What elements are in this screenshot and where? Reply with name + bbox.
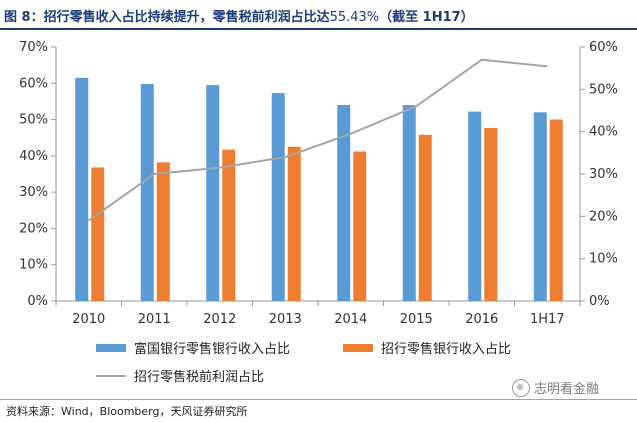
bar-wells-fargo-2016 <box>468 111 482 302</box>
y-left-tick-label: 40% <box>19 149 48 164</box>
chart-title-tail: （截至 1H17） <box>379 10 474 25</box>
bar-cmb-2010 <box>91 167 105 301</box>
y-right-tick-label: 10% <box>589 252 618 267</box>
x-tick-label: 2013 <box>269 312 302 327</box>
legend-label-cmb-profit: 招行零售税前利润占比 <box>134 369 264 385</box>
bar-wells-fargo-2014 <box>337 105 351 301</box>
y-left-tick-label: 0% <box>27 294 48 309</box>
legend-swatch-wells-fargo <box>96 344 126 352</box>
bar-cmb-2015 <box>418 134 432 301</box>
watermark-text: 志明看金融 <box>534 382 600 397</box>
title-divider <box>0 28 637 30</box>
y-right-tick-label: 60% <box>589 40 618 55</box>
bar-cmb-2012 <box>222 149 236 301</box>
bar-wells-fargo-2012 <box>206 85 220 301</box>
y-right-tick-label: 30% <box>589 167 618 182</box>
x-tick-label: 1H17 <box>530 312 565 327</box>
x-tick-label: 2011 <box>138 312 171 327</box>
watermark: 志明看金融 <box>512 378 599 397</box>
source-note: 资料来源：Wind，Bloomberg，天风证券研究所 <box>6 405 248 418</box>
wechat-icon <box>512 378 530 397</box>
y-right-tick-label: 0% <box>589 294 610 309</box>
bar-wells-fargo-2011 <box>140 84 154 301</box>
line-series-cmb-pretax-profit <box>88 58 548 222</box>
chart-title-percentage: 55.43% <box>329 10 380 25</box>
bar-cmb-2014 <box>353 151 367 301</box>
chart-title-main: 图 8：招行零售收入占比持续提升，零售税前利润占比达 <box>4 10 330 25</box>
y-right-tick-label: 40% <box>589 125 618 140</box>
x-tick-label: 2016 <box>465 312 498 327</box>
y-left-tick-label: 30% <box>19 185 48 200</box>
bar-wells-fargo-2015 <box>402 105 416 301</box>
bar-cmb-1H17 <box>549 119 563 301</box>
bar-cmb-2013 <box>287 146 301 301</box>
y-left-tick-label: 60% <box>19 76 48 91</box>
bar-wells-fargo-1H17 <box>533 112 547 301</box>
x-tick-label: 2015 <box>400 312 433 327</box>
footer-divider <box>0 399 637 400</box>
y-left-tick-label: 50% <box>19 113 48 128</box>
chart-title: 图 8：招行零售收入占比持续提升，零售税前利润占比达55.43%（截至 1H17… <box>4 6 474 25</box>
x-tick-label: 2014 <box>334 312 367 327</box>
y-right-tick-label: 50% <box>589 82 618 97</box>
bar-wells-fargo-2013 <box>271 93 285 301</box>
bar-cmb-2016 <box>484 127 498 301</box>
x-tick-label: 2012 <box>203 312 236 327</box>
bar-cmb-2011 <box>156 162 170 301</box>
y-left-tick-label: 10% <box>19 258 48 273</box>
combo-chart: 0% 10% 20% 30% 40% 50% 60% 70% 0% 10% 20% 30% 40% 50%… <box>19 40 618 385</box>
legend-label-wells-fargo: 富国银行零售银行收入占比 <box>134 341 290 357</box>
legend-label-cmb-revenue: 招行零售银行收入占比 <box>381 341 511 357</box>
y-right-tick-label: 20% <box>589 209 618 224</box>
bar-wells-fargo-2010 <box>75 77 89 301</box>
y-left-tick-label: 70% <box>19 40 48 55</box>
x-tick-label: 2010 <box>72 312 105 327</box>
y-left-tick-label: 20% <box>19 221 48 236</box>
legend-swatch-cmb-revenue <box>343 344 373 352</box>
